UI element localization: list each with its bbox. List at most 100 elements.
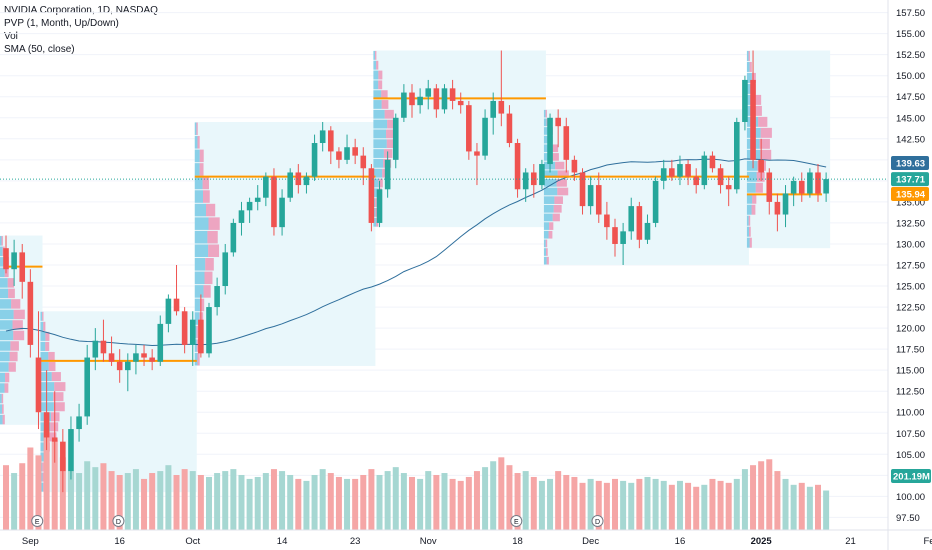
profile-bar-up (373, 158, 384, 168)
candle (725, 176, 732, 207)
profile-bar-up (0, 330, 14, 341)
volume-bar (620, 480, 627, 530)
volume-bar (417, 478, 424, 530)
candle-body (685, 164, 691, 177)
profile-bar-up (746, 83, 752, 94)
profile-bar-down (7, 278, 15, 288)
profile-bar-up (373, 90, 382, 100)
candle (587, 176, 594, 215)
candle (579, 168, 586, 215)
badge-text: 201.19M (893, 472, 930, 483)
profile-bar-down (754, 94, 762, 105)
profile-bar-up (373, 188, 379, 198)
volume-bar (27, 447, 34, 530)
profile-bar-up (0, 414, 3, 425)
candle-body (11, 252, 17, 270)
marker-letter: D (595, 519, 600, 526)
profile-bar-up (0, 288, 9, 299)
volume-bar (547, 478, 554, 530)
profile-bar-up (373, 60, 377, 70)
profile-bar-up (373, 168, 383, 178)
profile-bar-down (555, 161, 565, 170)
profile-bar-up (0, 299, 12, 309)
volume-bar (571, 476, 578, 530)
x-tick-label: Feb (923, 536, 932, 547)
volume-bar (181, 469, 188, 530)
candle-body (51, 437, 58, 442)
volume-bar (612, 478, 618, 530)
x-tick-label: Dec (582, 536, 599, 547)
profile-bar-down (208, 244, 220, 258)
candle (823, 172, 829, 202)
candle (466, 100, 472, 160)
profile-bar-down (551, 144, 559, 153)
candle-body (522, 172, 529, 190)
profile-bar-down (383, 149, 393, 158)
candle-body (693, 176, 699, 186)
profile-bar-down (53, 392, 64, 402)
profile-background (40, 311, 197, 493)
profile-bar-down (748, 50, 750, 61)
legend-pvp: PVP (1, Month, Up/Down) (4, 18, 119, 29)
profile-bar-up (0, 351, 10, 362)
profile-bar-up (373, 50, 376, 60)
candle-body (27, 281, 34, 345)
profile-bar-up (373, 178, 379, 188)
candle-body (717, 168, 724, 186)
candle (652, 176, 659, 228)
profile-bar-up (543, 256, 547, 265)
candle (693, 168, 699, 194)
profile-bar-down (202, 176, 209, 190)
candle-body (246, 201, 253, 211)
candle-body (823, 179, 829, 194)
profile-bar-up (373, 217, 377, 227)
profile-bar-down (376, 60, 379, 70)
profile-bar-up (194, 244, 209, 258)
x-axis-ticks: Sep 16 Oct 14 23 Nov 18 Dec 16 2025 21 Feb (22, 536, 932, 547)
y-tick-label: 127.50 (896, 261, 925, 272)
profile-bar-down (552, 153, 559, 161)
profile-bar-up (0, 362, 9, 372)
profile-bar-up (373, 208, 376, 217)
candle-body (725, 185, 732, 190)
volume-bar (595, 480, 602, 530)
candle (279, 189, 285, 236)
candle-body (595, 185, 602, 215)
profile-bar-down (545, 109, 547, 118)
badge-bg (891, 469, 931, 483)
y-tick-label: 112.50 (896, 387, 924, 398)
profile-bar-down (50, 412, 60, 422)
profile-bar-down (553, 204, 562, 213)
candle (68, 416, 74, 480)
profile-bar-up (543, 179, 557, 187)
candle (409, 84, 415, 118)
volume-bar (741, 469, 748, 530)
candle (449, 79, 456, 110)
profile-bar-down (751, 204, 756, 215)
profile-bar-up (40, 482, 44, 492)
volume-bar (603, 482, 610, 530)
profile-bar-down (752, 193, 757, 204)
profile-bar-down (554, 196, 563, 204)
volume-bar (368, 469, 375, 530)
profile-bar-down (9, 351, 18, 362)
profile-bar-down (4, 267, 9, 278)
candle-body (181, 311, 188, 345)
candle (677, 155, 683, 186)
candle (328, 126, 334, 165)
volume-bar (815, 484, 821, 530)
profile-bar-up (194, 312, 200, 325)
earnings-marker (510, 515, 523, 527)
profile-bar-down (760, 149, 772, 160)
volume-bar (303, 480, 310, 530)
volume-bar (409, 476, 415, 530)
candle (165, 294, 172, 333)
y-tick-label: 110.00 (896, 408, 924, 419)
candle-body (84, 357, 90, 417)
candle (214, 277, 220, 316)
candle (685, 159, 691, 186)
volume-bar (522, 471, 529, 530)
volume-bar (189, 471, 196, 530)
candle-body (311, 143, 318, 177)
